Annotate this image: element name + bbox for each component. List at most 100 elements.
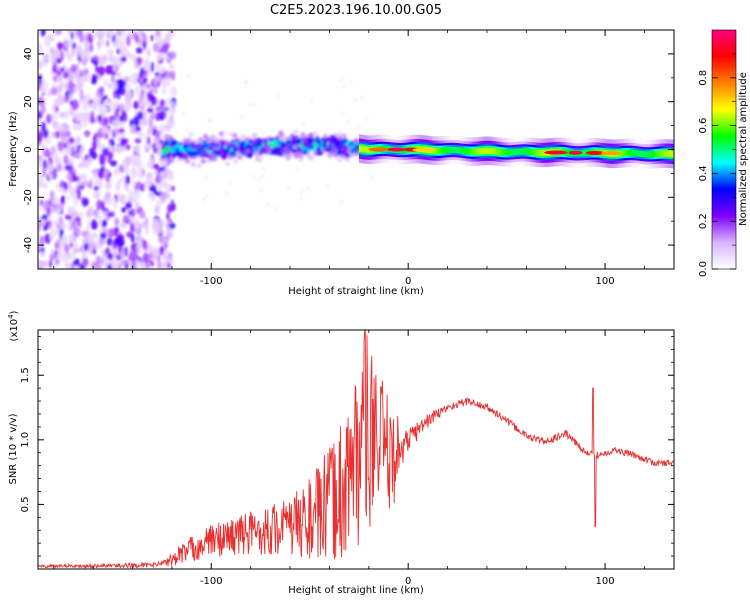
spectrogram-blob	[93, 168, 97, 180]
spectrogram-blob	[224, 140, 229, 147]
spectrogram-blob	[64, 214, 73, 221]
spectrogram-blob	[129, 92, 133, 100]
spectrogram-blob	[150, 61, 155, 73]
spectrogram-blob	[221, 149, 227, 153]
spectrogram-blob	[202, 198, 206, 201]
snr-x-label: Height of straight line (km)	[288, 585, 424, 596]
spectrogram-band-cell	[670, 150, 674, 158]
spectrogram-blob	[53, 226, 60, 236]
spectrogram-blob	[154, 45, 161, 52]
spectrogram-blob	[72, 219, 76, 230]
spectrogram-band-cell	[470, 148, 473, 155]
spectrogram-band-cell	[666, 150, 669, 157]
spectrogram-blob	[152, 143, 156, 150]
spectrogram-blob	[134, 201, 140, 210]
spectrogram-blob	[146, 91, 151, 100]
spectrogram-blob	[41, 52, 49, 63]
spectrogram-blob	[107, 83, 112, 90]
spectrogram-blob	[74, 85, 82, 91]
spectrogram-blob	[137, 231, 142, 242]
spectrogram-blob	[139, 93, 144, 104]
spectrogram-blob	[159, 246, 165, 256]
spectrogram-blob	[218, 131, 224, 137]
spectrogram-band-cell	[651, 151, 655, 158]
spectrogram-blob	[169, 255, 175, 265]
snr-y-multiplier-base: (x10	[9, 319, 20, 342]
spectrogram-blob	[207, 146, 212, 152]
spectrogram-blob	[71, 99, 79, 111]
spectrogram-band-cell	[455, 147, 459, 154]
spectrogram-blob	[112, 64, 117, 73]
spectrogram-band-cell	[533, 149, 537, 156]
spectrogram-blob	[144, 226, 150, 235]
spectrogram-blob	[160, 149, 168, 155]
spectrogram-blob	[258, 177, 261, 180]
spectrogram-blob	[331, 146, 337, 153]
spectrogram-blob	[86, 218, 91, 226]
spectrogram-blob	[42, 224, 47, 231]
spectrogram-blob	[347, 121, 350, 124]
spectrogram-blob	[223, 130, 226, 133]
spectrogram-blob	[275, 207, 278, 211]
spectrogram-blob	[92, 55, 99, 62]
spectrogram-blob	[69, 92, 73, 100]
snr-frame	[37, 329, 675, 570]
spectrogram-blob	[77, 162, 85, 169]
spectrogram-blob	[262, 167, 266, 170]
spectrogram-blob	[213, 143, 220, 147]
spectrogram-band-cell	[434, 147, 438, 154]
spectrogram-blob	[88, 182, 92, 190]
spectrogram-blob	[265, 144, 269, 150]
spectrogram-blob	[282, 135, 288, 141]
spectrogram-blob	[167, 170, 174, 181]
spectrogram-blob	[153, 248, 159, 259]
colorbar: 0.0 0.2 0.4 0.6 0.8 Normalized spectral ampl…	[698, 29, 749, 277]
spectrogram-band-cell	[500, 149, 504, 156]
spectrogram-blob	[93, 190, 101, 200]
spectrogram-y-tick-label: -40	[23, 237, 34, 253]
spectrogram-blob	[56, 162, 62, 172]
spectrogram-blob	[90, 151, 98, 160]
spectrogram-blob	[165, 145, 171, 152]
spectrogram-blob	[184, 158, 190, 164]
spectrogram-blob	[261, 132, 265, 136]
spectrogram-blob	[68, 233, 76, 244]
spectrogram-blob	[44, 233, 52, 244]
spectrogram-blob	[67, 182, 72, 190]
spectrogram-band-cell	[486, 147, 490, 154]
spectrogram-blob	[66, 254, 70, 262]
spectrogram-blob	[56, 57, 62, 64]
spectrogram-blob	[124, 183, 129, 191]
spectrogram-band-cell	[453, 146, 457, 154]
spectrogram-blob	[41, 214, 48, 220]
colorbar-tick-label: 0.4	[698, 165, 709, 181]
spectrogram-blob	[63, 243, 70, 253]
spectrogram-blob	[110, 160, 118, 167]
spectrogram-blob	[355, 150, 360, 156]
spectrogram-blob	[285, 155, 291, 161]
spectrogram-blob	[153, 170, 158, 176]
spectrogram-blob	[308, 132, 314, 139]
spectrogram-blob	[336, 132, 342, 138]
spectrogram-blob	[38, 47, 44, 55]
spectrogram-blob	[102, 218, 107, 228]
spectrogram-blob	[131, 53, 137, 63]
spectrogram-blob	[133, 145, 137, 153]
spectrogram-peak	[387, 147, 406, 152]
spectrogram-blob	[84, 231, 89, 243]
spectrogram-blob	[137, 241, 143, 249]
spectrogram-blob	[79, 50, 86, 60]
spectrogram-blob	[341, 111, 345, 115]
spectrogram-band-cell	[642, 151, 646, 158]
spectrogram-band-cell	[524, 148, 528, 155]
spectrogram-blob	[94, 240, 101, 251]
spectrogram-y-tick-label: -20	[23, 189, 34, 205]
spectrogram-blob	[83, 173, 88, 180]
spectrogram-blob	[164, 102, 168, 109]
spectrogram-blob	[59, 130, 66, 138]
spectrogram-blob	[89, 102, 96, 109]
spectrogram-blob	[302, 138, 309, 145]
spectrogram-blob	[119, 164, 124, 173]
spectrogram-band-cell	[540, 149, 544, 157]
spectrogram-blob	[150, 96, 157, 106]
